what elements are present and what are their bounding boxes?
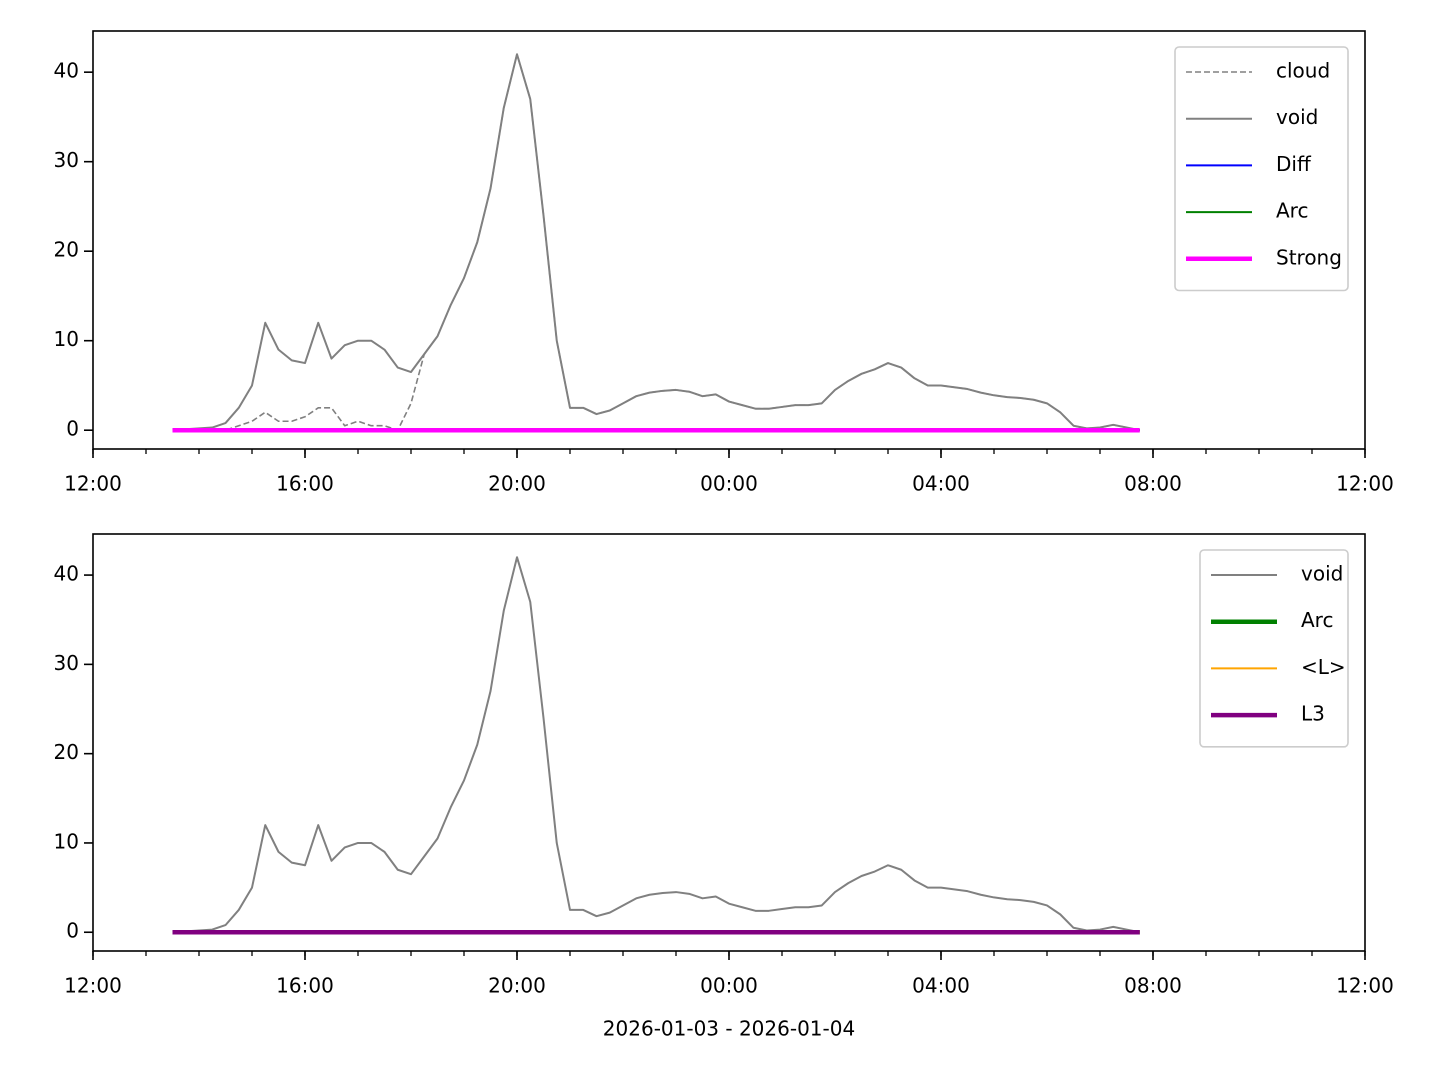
y-tick-label: 0 <box>66 919 79 943</box>
x-tick-label: 00:00 <box>700 974 758 998</box>
x-tick-label: 12:00 <box>1336 472 1394 496</box>
y-tick-label: 30 <box>54 651 79 675</box>
legend: void Arc <L> L3 <box>1199 549 1349 748</box>
series-line <box>172 53 1140 432</box>
legend-label: Strong <box>1276 245 1342 269</box>
x-tick-label: 20:00 <box>488 974 546 998</box>
axes-frame <box>92 533 1366 952</box>
y-tick-label: 30 <box>54 148 79 172</box>
x-tick-label: 16:00 <box>276 974 334 998</box>
y-tick-label: 20 <box>54 740 79 764</box>
x-tick-label: 04:00 <box>912 974 970 998</box>
legend-label: void <box>1301 562 1343 586</box>
series-line <box>172 556 1140 934</box>
y-tick-label: 20 <box>54 238 79 262</box>
x-tick-label: 12:00 <box>64 974 122 998</box>
y-tick-label: 0 <box>66 417 79 441</box>
legend-label: Arc <box>1301 608 1333 632</box>
legend-label: <L> <box>1301 655 1346 679</box>
x-tick-label: 12:00 <box>1336 974 1394 998</box>
plot-area <box>93 534 1365 951</box>
y-tick-label: 10 <box>54 327 79 351</box>
legend-box <box>1174 46 1349 292</box>
x-tick-label: 04:00 <box>912 472 970 496</box>
legend: cloud void Diff Arc Strong <box>1174 46 1349 292</box>
legend-label: cloud <box>1276 59 1330 83</box>
legend-label: void <box>1276 105 1318 129</box>
plot-area <box>93 31 1365 449</box>
axes-frame <box>92 30 1366 450</box>
legend-label: Diff <box>1276 152 1312 176</box>
x-tick-label: 16:00 <box>276 472 334 496</box>
x-tick-label: 08:00 <box>1124 472 1182 496</box>
legend-box <box>1199 549 1349 748</box>
legend-label: Arc <box>1276 199 1308 223</box>
x-axis-label: 2026-01-03 - 2026-01-04 <box>603 1017 855 1041</box>
x-tick-label: 12:00 <box>64 472 122 496</box>
x-tick-label: 00:00 <box>700 472 758 496</box>
y-tick-label: 10 <box>54 829 79 853</box>
x-tick-label: 08:00 <box>1124 974 1182 998</box>
legend-label: L3 <box>1301 702 1325 726</box>
y-tick-label: 40 <box>54 59 79 83</box>
x-tick-label: 20:00 <box>488 472 546 496</box>
y-tick-label: 40 <box>54 562 79 586</box>
